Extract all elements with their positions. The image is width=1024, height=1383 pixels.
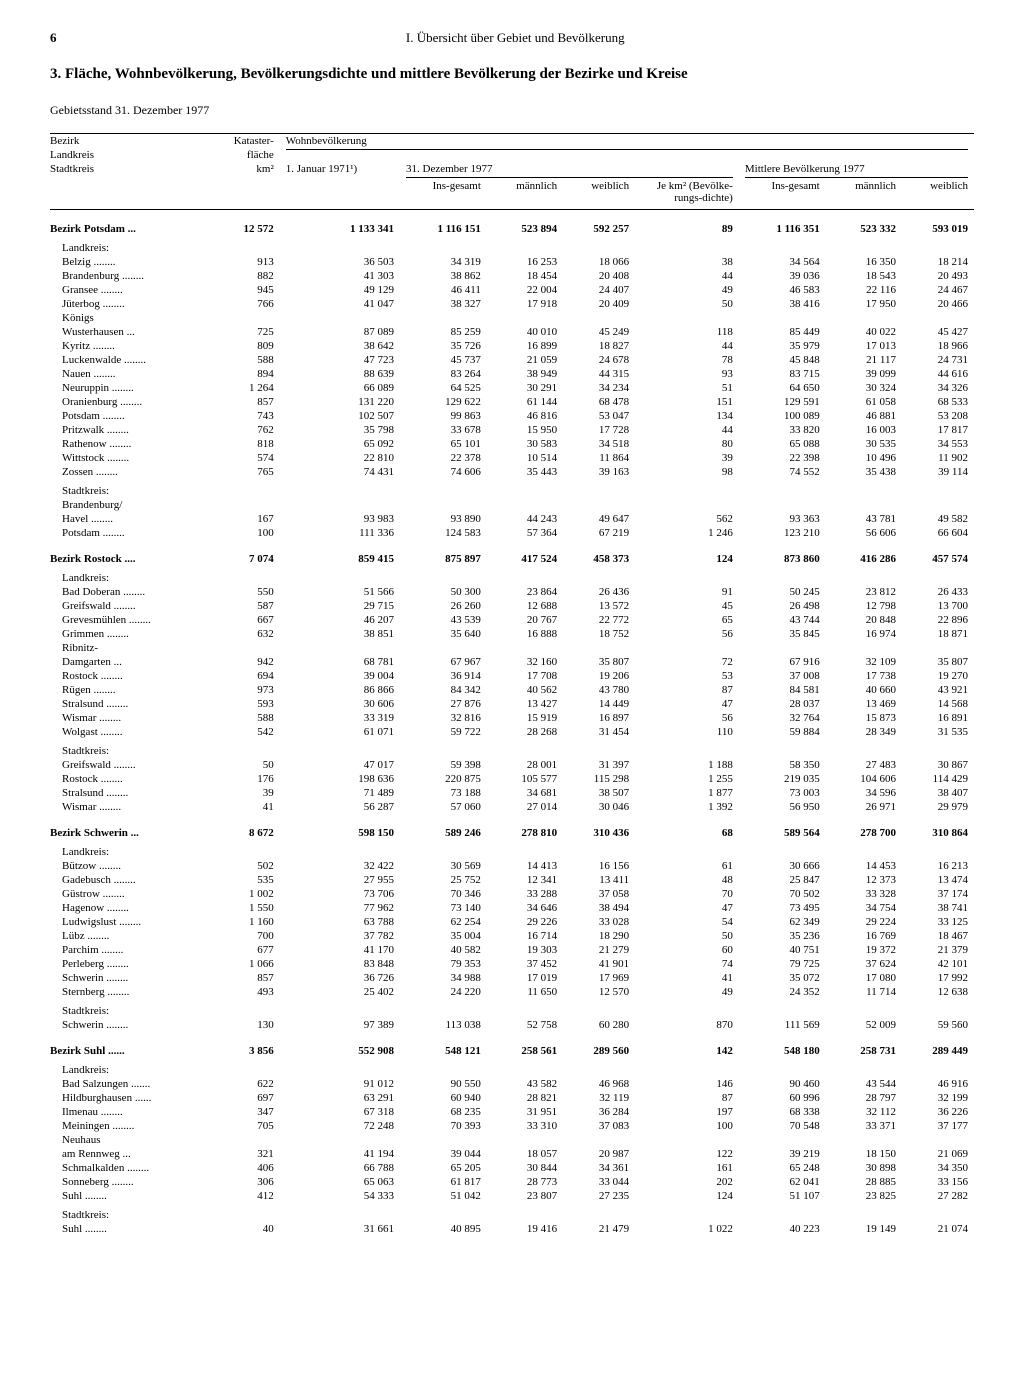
col-insgesamt1: Ins-gesamt [400,179,487,205]
table-row: Greifswald ........58729 71526 26012 688… [50,599,974,613]
table-row: Meiningen ........70572 24870 39333 3103… [50,1119,974,1133]
table-row: Potsdam ........743102 50799 86346 81653… [50,409,974,423]
table-row: Rostock ........176198 636220 875105 577… [50,772,974,786]
table-row: Bezirk Rostock ....7 074859 415875 89741… [50,552,974,566]
table-row: Damgarten ...94268 78167 96732 16035 807… [50,655,974,669]
table-row: Wismar ........58833 31932 81615 91916 8… [50,711,974,725]
table-row: Schwerin ........85736 72634 98817 01917… [50,971,974,985]
table-row: Ilmenau ........34767 31868 23531 95136 … [50,1105,974,1119]
table-row: Wusterhausen ...72587 08985 25940 01045 … [50,325,974,339]
table-row: Stralsund ........3971 48973 18834 68138… [50,786,974,800]
table-row: Hagenow ........1 55077 96273 14034 6463… [50,901,974,915]
table-row: Gadebusch ........53527 95525 75212 3411… [50,873,974,887]
table-row: Kyritz ........80938 64235 72616 89918 8… [50,339,974,353]
table-row: Grimmen ........63238 85135 64016 88818 … [50,627,974,641]
col-weiblich1: weiblich [563,179,635,205]
col-bezirk: Bezirk [50,134,205,149]
table-row: Güstrow ........1 00273 70670 34633 2883… [50,887,974,901]
table-row: Grevesmühlen ........66746 20743 53920 7… [50,613,974,627]
table-row: Neuhaus [50,1133,974,1147]
table-row: Wolgast ........54261 07159 72228 26831 … [50,725,974,739]
subtitle: Gebietsstand 31. Dezember 1977 [50,103,974,118]
table-row: Neuruppin ........1 26466 08964 52530 29… [50,381,974,395]
table-row: Rügen ........97386 86684 34240 56243 78… [50,683,974,697]
table-row: Potsdam ........100111 336124 58357 3646… [50,526,974,540]
col-landkreis: Landkreis [50,148,205,162]
table-row: Rostock ........69439 00436 91417 70819 … [50,669,974,683]
table-row: Havel ........16793 98393 89044 24349 64… [50,512,974,526]
table-row: Brandenburg/ [50,498,974,512]
table-row: Bad Doberan ........55051 56650 30023 86… [50,585,974,599]
col-weiblich2: weiblich [902,179,974,205]
table-row: Zossen ........76574 43174 60635 44339 1… [50,465,974,479]
table-row: Schwerin ........13097 389113 03852 7586… [50,1018,974,1032]
table-row: Schmalkalden ........40666 78865 20530 8… [50,1161,974,1175]
data-table: Bezirk Kataster- Wohnbevölkerung Landkre… [50,133,974,1236]
table-row: Bützow ........50232 42230 56914 41316 1… [50,859,974,873]
table-row: Oranienburg ........857131 220129 62261 … [50,395,974,409]
table-row: Pritzwalk ........76235 79833 67815 9501… [50,423,974,437]
table-row: Gransee ........94549 12946 41122 00424 … [50,283,974,297]
table-row: Brandenburg ........88241 30338 86218 45… [50,269,974,283]
table-row: Hildburghausen ......69763 29160 94028 8… [50,1091,974,1105]
running-head: I. Übersicht über Gebiet und Bevölkerung [406,30,625,46]
col-dichte: Je km² (Bevölke-rungs-dichte) [635,179,739,205]
table-row: Sonneberg ........30665 06361 81728 7733… [50,1175,974,1189]
col-maennlich1: männlich [487,179,563,205]
table-row: Wittstock ........57422 81022 37810 5141… [50,451,974,465]
table-row: Jüterbog ........76641 04738 32717 91820… [50,297,974,311]
col-dez77: 31. Dezember 1977 [400,162,739,176]
table-row: Bezirk Suhl ......3 856552 908548 121258… [50,1044,974,1058]
col-maennlich2: männlich [826,179,902,205]
table-row: Rathenow ........81865 09265 10130 58334… [50,437,974,451]
table-row: Wismar ........4156 28757 06027 01430 04… [50,800,974,814]
table-row: Belzig ........91336 50334 31916 25318 0… [50,255,974,269]
table-row: Sternberg ........49325 40224 22011 6501… [50,985,974,999]
table-row: Ribnitz- [50,641,974,655]
page-number: 6 [50,30,57,46]
col-stadtkreis: Stadtkreis [50,162,205,176]
table-row: Bezirk Schwerin ...8 672598 150589 24627… [50,826,974,840]
col-km2: km² [205,162,280,176]
col-kataster: Kataster- [205,134,280,149]
table-row: Suhl ........4031 66140 89519 41621 4791… [50,1222,974,1236]
table-row: Parchim ........67741 17040 58219 30321 … [50,943,974,957]
table-row: Greifswald ........5047 01759 39828 0013… [50,758,974,772]
table-row: Nauen ........89488 63983 26438 94944 31… [50,367,974,381]
table-row: Perleberg ........1 06683 84879 35337 45… [50,957,974,971]
table-row: Luckenwalde ........58847 72345 73721 05… [50,353,974,367]
col-insgesamt2: Ins-gesamt [739,179,826,205]
col-flaeche: fläche [205,148,280,162]
table-row: Ludwigslust ........1 16063 78862 25429 … [50,915,974,929]
table-row: Suhl ........41254 33351 04223 80727 235… [50,1189,974,1203]
col-mittlere: Mittlere Bevölkerung 1977 [739,162,974,176]
table-row: am Rennweg ...32141 19439 04418 05720 98… [50,1147,974,1161]
table-row: Lübz ........70037 78235 00416 71418 290… [50,929,974,943]
table-row: Bezirk Potsdam ...12 5721 133 3411 116 1… [50,222,974,236]
col-wohnbev: Wohnbevölkerung [280,134,974,149]
page-title: 3. Fläche, Wohnbevölkerung, Bevölkerungs… [50,66,974,83]
col-jan71: 1. Januar 1971¹) [280,162,400,176]
table-row: Bad Salzungen .......62291 01290 55043 5… [50,1077,974,1091]
table-row: Königs [50,311,974,325]
table-row: Stralsund ........59330 60627 87613 4271… [50,697,974,711]
